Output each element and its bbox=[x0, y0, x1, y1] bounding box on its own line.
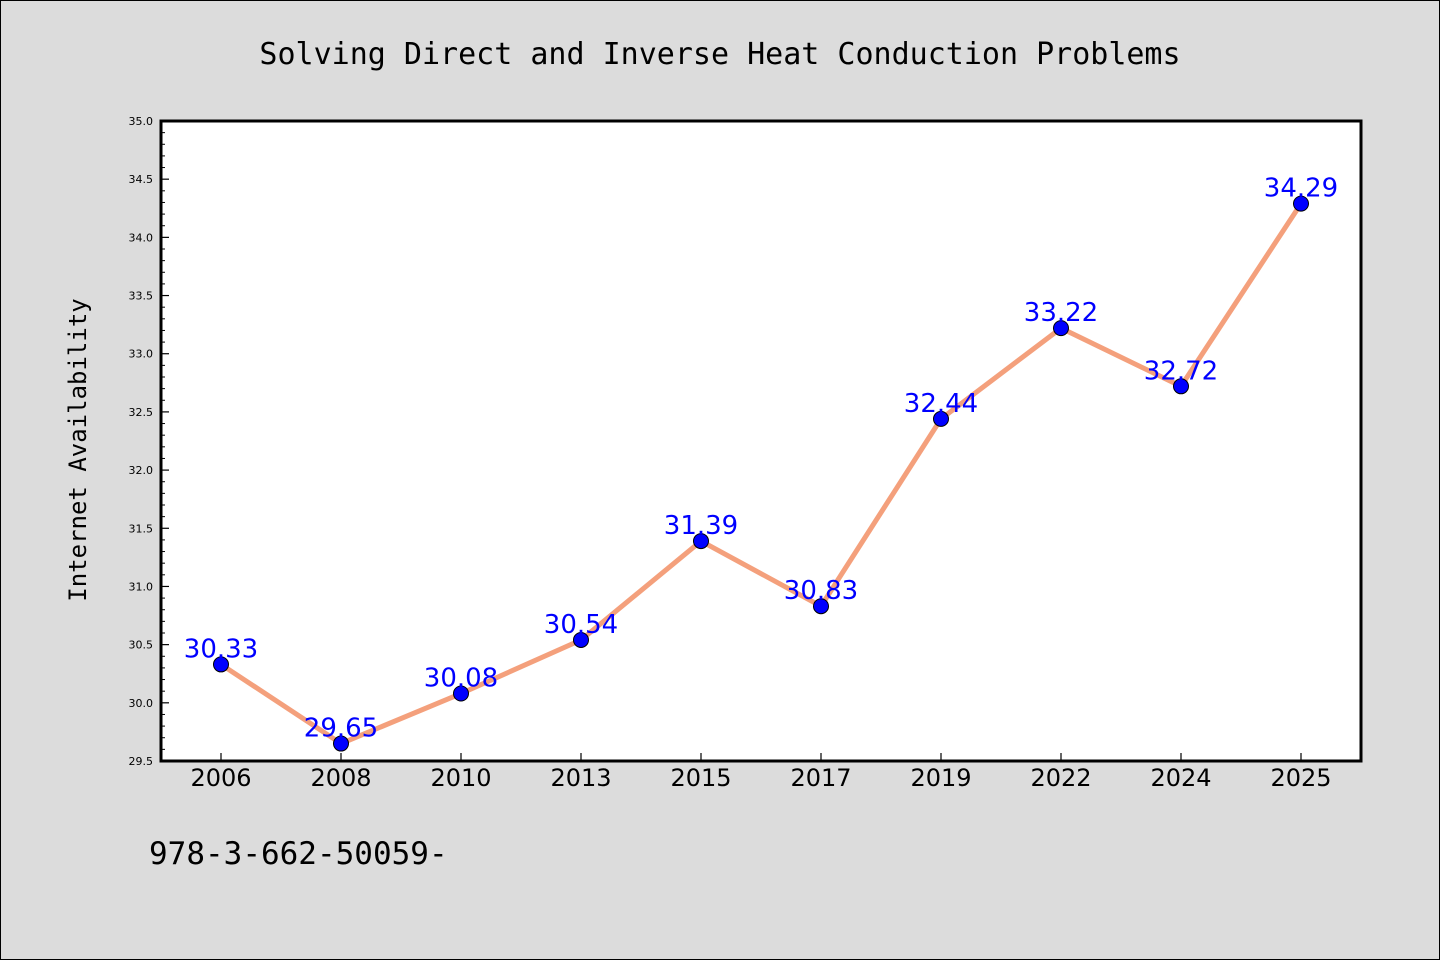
y-tick-label: 30.0 bbox=[129, 697, 154, 710]
plot-frame bbox=[159, 119, 1363, 763]
y-tick-label: 31.0 bbox=[129, 580, 154, 593]
x-axis-ticks: 2006 2008 2010 2013 2015 2017 2019 2022 2024 2025 bbox=[190, 753, 1332, 792]
data-point-marker bbox=[693, 533, 709, 550]
data-label: 33.22 bbox=[1024, 298, 1098, 328]
x-tick-label: 2024 bbox=[1150, 764, 1211, 792]
data-label: 30.54 bbox=[544, 610, 618, 640]
x-tick-label: 2010 bbox=[430, 764, 491, 792]
y-tick-label: 33.5 bbox=[129, 290, 154, 303]
y-tick-label: 33.0 bbox=[129, 348, 154, 361]
y-tick-label: 31.5 bbox=[129, 522, 154, 535]
y-tick-label: 32.5 bbox=[129, 406, 154, 419]
data-point-marker bbox=[1293, 195, 1309, 212]
data-label: 31.39 bbox=[664, 511, 738, 541]
data-labels-layer: 30.33 29.65 30.08 30.54 31.39 30.83 32.44 33.22… bbox=[184, 174, 1338, 744]
data-point-marker bbox=[333, 735, 349, 752]
y-axis-label: Internet Availability bbox=[64, 298, 92, 601]
y-tick-label: 34.5 bbox=[129, 173, 154, 186]
x-tick-label: 2013 bbox=[550, 764, 611, 792]
data-point-marker bbox=[933, 410, 949, 427]
x-tick-label: 2025 bbox=[1270, 764, 1331, 792]
data-label: 30.83 bbox=[784, 576, 858, 606]
series-line bbox=[218, 201, 1304, 747]
y-tick-label: 35.0 bbox=[129, 115, 154, 128]
y-tick-label: 34.0 bbox=[129, 231, 154, 244]
series-layer bbox=[213, 195, 1309, 752]
data-label: 32.72 bbox=[1144, 356, 1218, 386]
data-label: 32.44 bbox=[904, 389, 978, 419]
y-tick-label: 30.5 bbox=[129, 639, 154, 652]
data-label: 30.33 bbox=[184, 634, 258, 664]
data-point-marker bbox=[1173, 378, 1189, 395]
x-tick-label: 2017 bbox=[790, 764, 851, 792]
data-point-marker bbox=[573, 631, 589, 648]
plot-area bbox=[161, 121, 1361, 761]
y-tick-label: 29.5 bbox=[129, 755, 154, 768]
data-point-marker bbox=[213, 656, 229, 673]
data-label: 29.65 bbox=[304, 714, 378, 744]
chart-title: Solving Direct and Inverse Heat Conducti… bbox=[259, 37, 1180, 72]
data-label: 34.29 bbox=[1264, 174, 1338, 204]
x-tick-label: 2006 bbox=[190, 764, 251, 792]
data-point-marker bbox=[813, 598, 829, 615]
data-label: 30.08 bbox=[424, 664, 498, 694]
data-point-marker bbox=[453, 685, 469, 702]
x-tick-label: 2022 bbox=[1030, 764, 1091, 792]
x-tick-label: 2008 bbox=[310, 764, 371, 792]
x-tick-label: 2015 bbox=[670, 764, 731, 792]
footer-isbn-text: 978-3-662-50059- bbox=[149, 836, 448, 872]
data-point-marker bbox=[1053, 320, 1069, 337]
x-tick-label: 2019 bbox=[910, 764, 971, 792]
y-tick-label: 32.0 bbox=[129, 464, 154, 477]
